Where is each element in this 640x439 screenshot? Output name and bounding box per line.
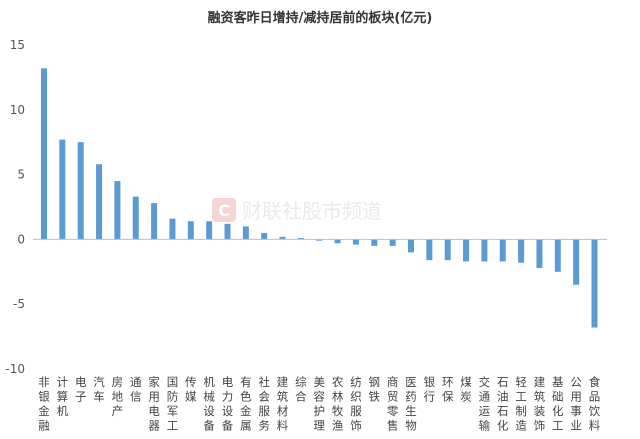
bar	[334, 239, 341, 244]
bar	[591, 239, 598, 328]
x-tick-label: 煤炭	[460, 375, 472, 404]
x-tick-label: 纺织服饰	[350, 375, 362, 433]
y-tick-label: -10	[5, 362, 25, 376]
cailian-logo-icon: C	[212, 198, 236, 222]
x-tick-label: 环保	[442, 375, 454, 404]
y-tick-label: -5	[13, 297, 25, 311]
bar	[316, 239, 323, 241]
bar	[536, 239, 543, 268]
bar	[169, 218, 176, 240]
y-tick-label: 15	[10, 38, 25, 52]
bar	[554, 239, 561, 272]
x-tick-label: 有色金属	[240, 375, 252, 433]
y-tick-label: 10	[10, 103, 25, 117]
x-tick-label: 建筑材料	[277, 375, 289, 433]
bar	[261, 232, 268, 240]
bar	[114, 181, 121, 240]
bar	[187, 221, 194, 240]
bar	[444, 239, 451, 261]
bar	[59, 139, 66, 240]
bar	[41, 68, 47, 240]
x-tick-label: 公用事业	[570, 375, 582, 433]
bar	[481, 239, 488, 262]
x-tick-label: 美容护理	[314, 375, 326, 433]
x-tick-label: 社会服务	[258, 375, 270, 433]
x-tick-label: 商贸零售	[387, 375, 399, 433]
x-tick-label: 银行	[424, 375, 436, 404]
x-tick-label: 轻工制造	[515, 375, 527, 433]
bar	[206, 221, 213, 240]
bar	[279, 236, 286, 240]
bar	[389, 239, 396, 246]
bar	[518, 239, 525, 263]
x-tick-label: 传媒	[185, 375, 197, 404]
bar	[151, 203, 158, 240]
x-tick-label: 国防军工	[167, 375, 179, 433]
x-tick-label: 家用电器	[148, 375, 160, 433]
x-tick-label: 食品饮料	[589, 375, 601, 433]
x-tick-label: 机械设备	[203, 375, 215, 433]
y-tick-label: 5	[17, 168, 25, 182]
y-tick-label: 0	[17, 232, 25, 246]
bar	[224, 223, 231, 240]
chart-title: 融资客昨日增持/减持居前的板块(亿元)	[208, 10, 433, 26]
x-tick-label: 房地产	[112, 375, 124, 418]
bar	[463, 239, 470, 262]
bars	[41, 68, 598, 328]
bar	[408, 239, 414, 253]
x-tick-label: 钢铁	[369, 375, 381, 404]
y-axis: 15 10 5 0 -5 -10	[5, 38, 25, 376]
bar	[352, 239, 359, 245]
x-tick-label: 汽车	[93, 375, 105, 404]
bar	[499, 239, 506, 262]
x-tick-label: 基础化工	[552, 375, 564, 433]
x-tick-label: 建筑装饰	[534, 375, 546, 433]
x-tick-label: 医药生物	[405, 375, 417, 433]
x-tick-label: 综合	[295, 375, 307, 404]
bar	[297, 238, 304, 240]
svg-text:C: C	[218, 201, 230, 220]
bar	[371, 239, 378, 246]
bar	[242, 226, 249, 240]
x-tick-label: 石油石化	[497, 375, 509, 433]
bar	[96, 164, 103, 240]
x-axis-labels: 非银金融计算机电子汽车房地产通信家用电器国防军工传媒机械设备电力设备有色金属社会…	[38, 375, 601, 433]
x-tick-label: 计算机	[57, 375, 69, 418]
x-tick-label: 农林牧渔	[332, 375, 344, 433]
watermark-text: 财联社股市频道	[242, 199, 382, 223]
bar	[77, 142, 84, 240]
x-tick-label: 通信	[130, 375, 142, 404]
x-tick-label: 交通运输	[479, 375, 491, 433]
bar	[573, 239, 580, 285]
watermark: C 财联社股市频道	[212, 198, 382, 223]
x-tick-label: 电子	[75, 375, 87, 404]
x-tick-label: 非银金融	[38, 375, 50, 433]
bar	[426, 239, 433, 261]
bar	[132, 196, 139, 240]
x-tick-label: 电力设备	[222, 375, 234, 433]
